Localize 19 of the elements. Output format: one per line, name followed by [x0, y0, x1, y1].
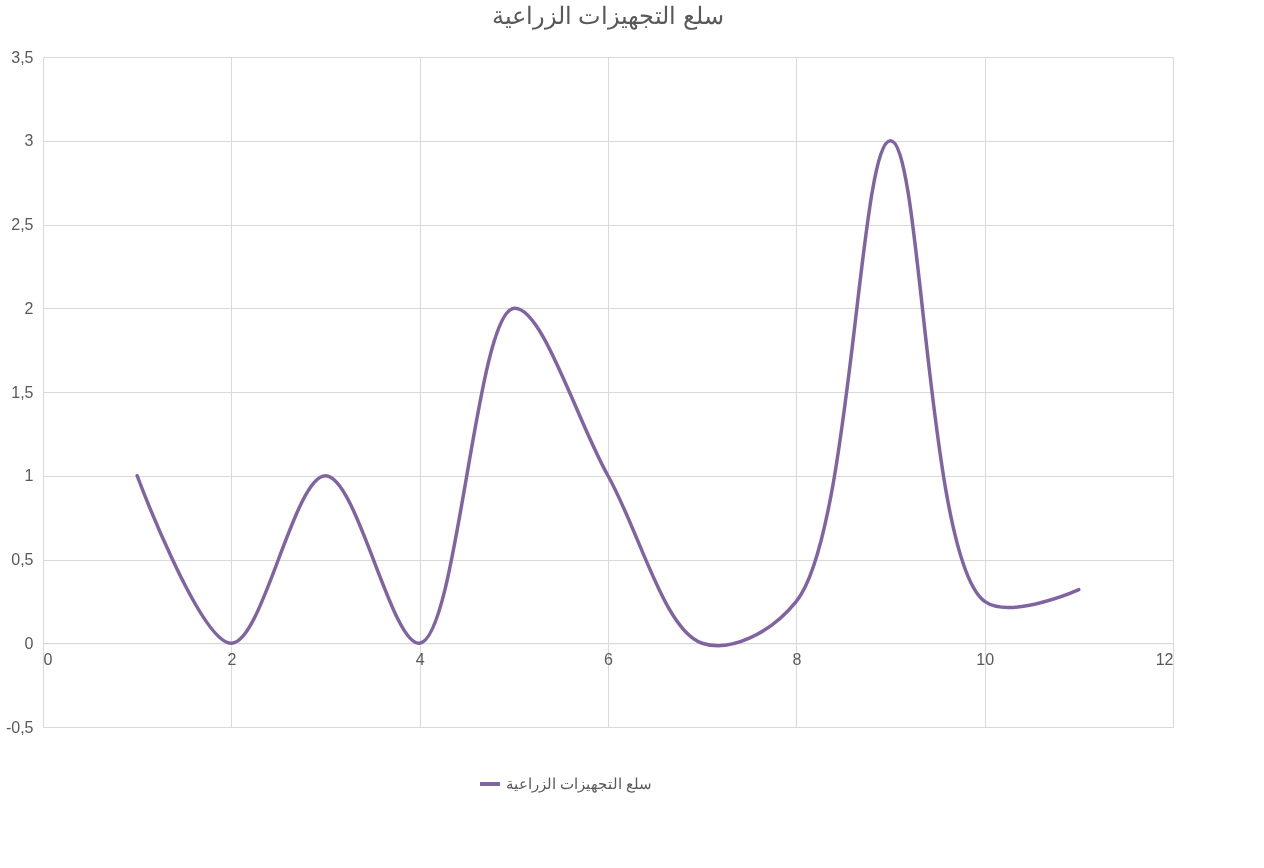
legend-label: سلع التجهيزات الزراعية [506, 775, 653, 793]
x-tick-label: 6 [604, 650, 614, 668]
x-tick-label: 8 [792, 650, 802, 668]
line-series [135, 139, 1081, 646]
y-tick-label: 2,5 [11, 216, 34, 233]
x-tick-label: 12 [1155, 650, 1174, 668]
y-tick-label: 1 [24, 467, 34, 485]
y-tick-label: 0 [24, 634, 34, 652]
chart-title: سلع التجهيزات الزراعية [491, 2, 725, 30]
y-tick-label: 1,5 [11, 383, 34, 401]
x-tick-label: 2 [227, 650, 237, 668]
y-tick-label: 3 [24, 132, 34, 150]
y-tick-label: -0,5 [5, 718, 34, 736]
y-tick-label: 0,5 [11, 551, 34, 568]
x-tick-label: 10 [976, 650, 995, 668]
y-tick-label: 3,5 [11, 48, 34, 66]
x-tick-label: 4 [415, 650, 425, 668]
y-tick-label: 2 [24, 299, 34, 317]
x-tick-label: 0 [43, 650, 53, 668]
